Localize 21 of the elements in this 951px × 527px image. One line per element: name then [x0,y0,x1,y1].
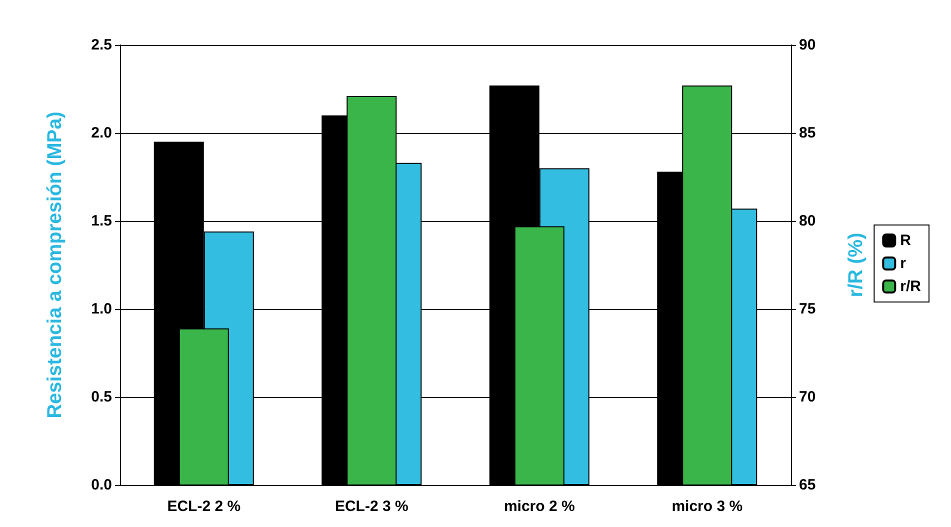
x-tick-label: micro 2 % [504,498,575,515]
y-tick-label: 2.5 [91,36,112,54]
y-tick-label: 2.0 [91,124,112,142]
y-axis-title: Resistencia a compresión (MPa) [44,112,66,418]
y2-tick-label: 65 [799,476,816,494]
legend-label: r [900,255,906,272]
x-tick-label: micro 3 % [672,498,743,515]
y2-tick-label: 90 [799,36,816,54]
legend-label: R [900,232,912,249]
legend-label: r/R [900,278,922,295]
y-tick-label: 1.0 [91,300,112,318]
y2-tick-label: 80 [799,212,816,230]
y2-tick-label: 85 [799,124,816,142]
y-tick-label: 0.5 [91,388,112,406]
y2-axis-title: r/R (%) [845,232,867,298]
x-tick-label: ECL-2 3 % [334,498,408,515]
y2-tick-label: 70 [799,388,816,406]
x-tick-label: ECL-2 2 % [167,498,241,515]
y-tick-label: 1.5 [91,212,112,230]
y2-tick-label: 75 [799,300,816,318]
y-tick-label: 0.0 [91,476,112,494]
